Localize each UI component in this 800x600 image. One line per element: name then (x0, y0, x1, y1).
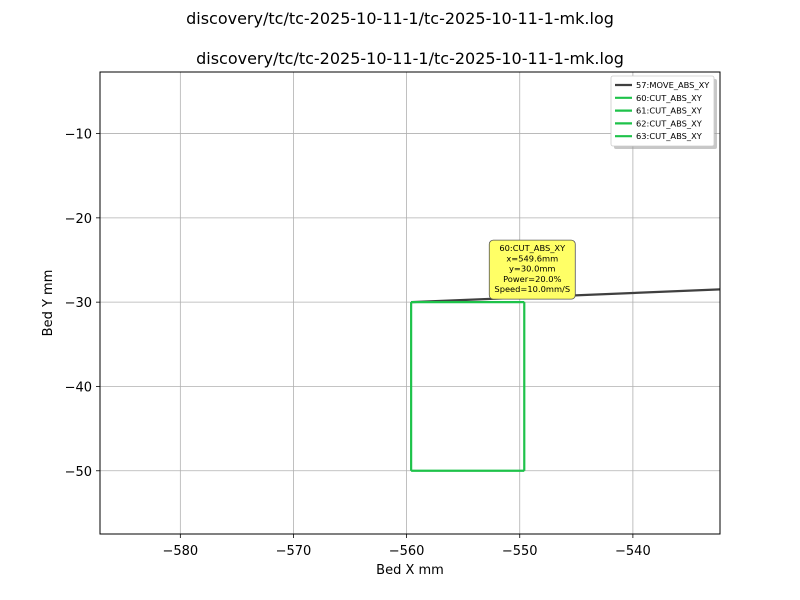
window-title: discovery/tc/tc-2025-10-11-1/tc-2025-10-… (186, 9, 614, 28)
x-tick-label: −560 (389, 544, 425, 559)
y-tick-label: −30 (65, 296, 92, 311)
x-tick-label: −580 (162, 544, 198, 559)
legend-entry[interactable]: 62:CUT_ABS_XY (636, 118, 703, 128)
x-axis-label: Bed X mm (376, 563, 444, 578)
legend-entry[interactable]: 61:CUT_ABS_XY (636, 106, 703, 116)
legend-entry[interactable]: 57:MOVE_ABS_XY (636, 80, 710, 90)
axes-frame (99, 71, 721, 535)
annotation-line: y=30.0mm (509, 264, 556, 274)
series-line-1[interactable] (411, 284, 800, 304)
x-tick-label: −570 (276, 544, 312, 559)
series-layer (410, 284, 800, 472)
annotation: 60:CUT_ABS_XYx=549.6mmy=30.0mmPower=20.0… (488, 239, 576, 300)
annotation-line: x=549.6mm (506, 253, 558, 263)
legend-box (610, 75, 715, 147)
y-tick-label: −20 (65, 212, 92, 227)
y-tick-label: −50 (65, 465, 92, 480)
y-axis-ticks: −10 −20 −30 −40 −50 (65, 128, 100, 480)
annotation-box (488, 239, 576, 300)
legend-entry[interactable]: 63:CUT_ABS_XY (636, 131, 703, 141)
legend-entry[interactable]: 60:CUT_ABS_XY (636, 93, 703, 103)
annotation-line: 60:CUT_ABS_XY (499, 243, 566, 253)
annotation-line: Speed=10.0mm/S (494, 284, 570, 294)
x-axis-ticks: −580 −570 −560 −550 −540 (162, 534, 651, 559)
chart-title: discovery/tc/tc-2025-10-11-1/tc-2025-10-… (196, 49, 624, 68)
x-tick-label: −540 (615, 544, 651, 559)
y-tick-label: −10 (65, 128, 92, 143)
legend[interactable]: 57:MOVE_ABS_XY 60:CUT_ABS_XY 61:CUT_ABS_XY… (610, 75, 717, 149)
y-tick-label: −40 (65, 380, 92, 395)
x-tick-label: −550 (502, 544, 538, 559)
y-axis-label: Bed Y mm (41, 270, 56, 337)
annotation-line: Power=20.0% (503, 274, 562, 284)
